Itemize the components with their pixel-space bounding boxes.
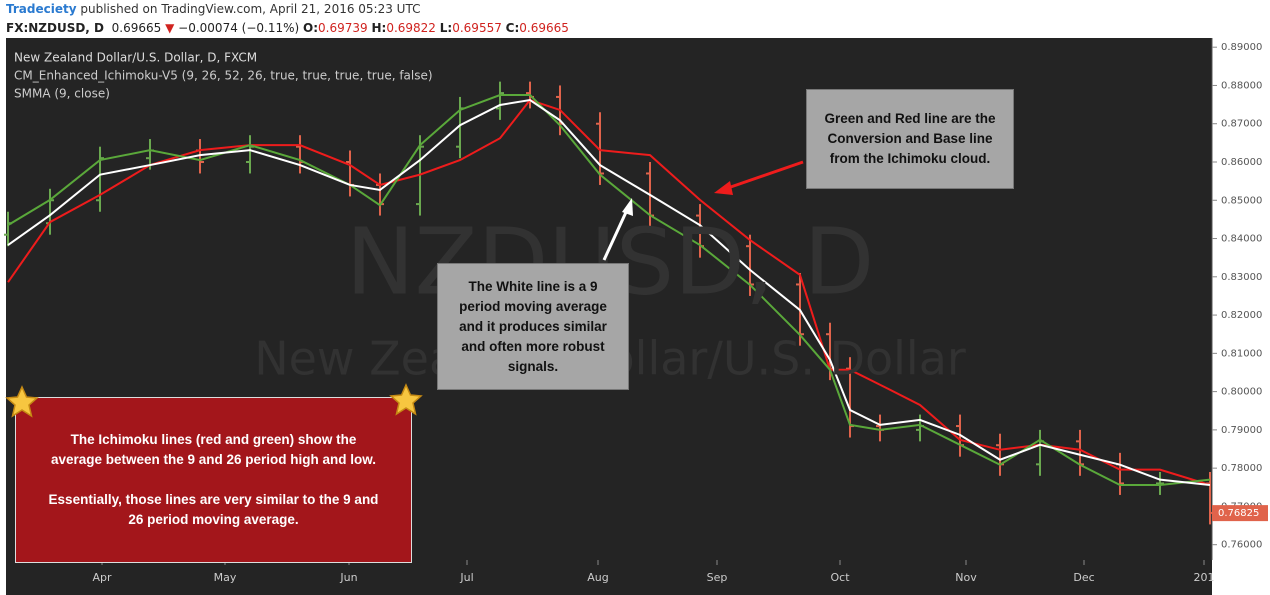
annotation: The Ichimoku lines (red and green) show … [15,397,412,563]
y-tick-label: 0.86000 [1221,157,1262,168]
last-price-label: 0.76825 [1218,508,1259,519]
published: published on TradingView.com, April 21, … [80,2,421,16]
direction: ▼ [165,21,175,35]
h-label: H: [371,21,387,35]
y-tick-label: 0.78000 [1221,463,1262,474]
l-label: L: [439,21,453,35]
white-arrow-head [622,198,633,216]
x-tick-label: Jul [459,571,473,584]
red-arrow [721,160,804,192]
close: 0.69665 [519,21,569,35]
change: −0.00074 (−0.11%) [178,21,300,35]
publish-line: Tradeciety published on TradingView.com,… [6,2,420,16]
annotation: Green and Red line are the Conversion an… [806,89,1014,189]
x-tick-label: Oct [830,571,850,584]
y-tick-label: 0.79000 [1221,425,1262,436]
y-tick-label: 0.80000 [1221,387,1262,398]
y-tick-label: 0.81000 [1221,348,1262,359]
annotation-text: Essentially, those lines are very simila… [48,492,379,527]
x-tick-label: Jun [339,571,357,584]
x-tick-label: 201 [1194,571,1215,584]
indicator-line [7,94,1211,486]
x-tick-label: Nov [955,571,977,584]
legend-entry: SMMA (9, close) [14,87,110,101]
y-tick-label: 0.84000 [1221,234,1262,245]
author[interactable]: Tradeciety [6,2,77,16]
y-tick-label: 0.83000 [1221,272,1262,283]
x-tick-label: May [214,571,237,584]
c-label: C: [505,21,520,35]
annotation-text: The White line is a 9 period moving aver… [459,278,607,374]
legend-entry: CM_Enhanced_Ichimoku-V5 (9, 26, 52, 26, … [14,69,433,83]
legend: New Zealand Dollar/U.S. Dollar, D, FXCM … [14,51,433,101]
y-tick-label: 0.76000 [1221,540,1262,551]
x-tick-label: Sep [707,571,728,584]
arrows [602,160,804,261]
last: 0.69665 [111,21,162,35]
o-label: O: [303,21,319,35]
time-axis-bg [6,560,1212,595]
annotation-text: The Ichimoku lines (red and green) show … [50,432,377,467]
open: 0.69739 [318,21,368,35]
y-tick-label: 0.89000 [1221,42,1262,53]
symbol: FX:NZDUSD, D [6,21,104,35]
legend-entry: New Zealand Dollar/U.S. Dollar, D, FXCM [14,51,257,65]
high: 0.69822 [386,21,436,35]
y-tick-label: 0.85000 [1221,195,1262,206]
indicator-line [7,98,1211,486]
x-tick-label: Dec [1073,571,1094,584]
x-tick-label: Apr [92,571,112,584]
ohlc-line: FX:NZDUSD, D 0.69665 ▼ −0.00074 (−0.11%)… [6,21,569,35]
indicator-line [7,98,1211,486]
y-tick-label: 0.87000 [1221,119,1262,130]
annotation: The White line is a 9 period moving aver… [437,263,629,390]
y-tick-label: 0.88000 [1221,80,1262,91]
last-price-box [1212,505,1268,522]
annotation-text: Green and Red line are the Conversion an… [824,111,996,166]
red-arrow-head [714,181,733,195]
low: 0.69557 [452,21,502,35]
white-arrow [602,209,629,261]
y-tick-label: 0.82000 [1221,310,1262,321]
x-tick-label: Aug [587,571,608,584]
